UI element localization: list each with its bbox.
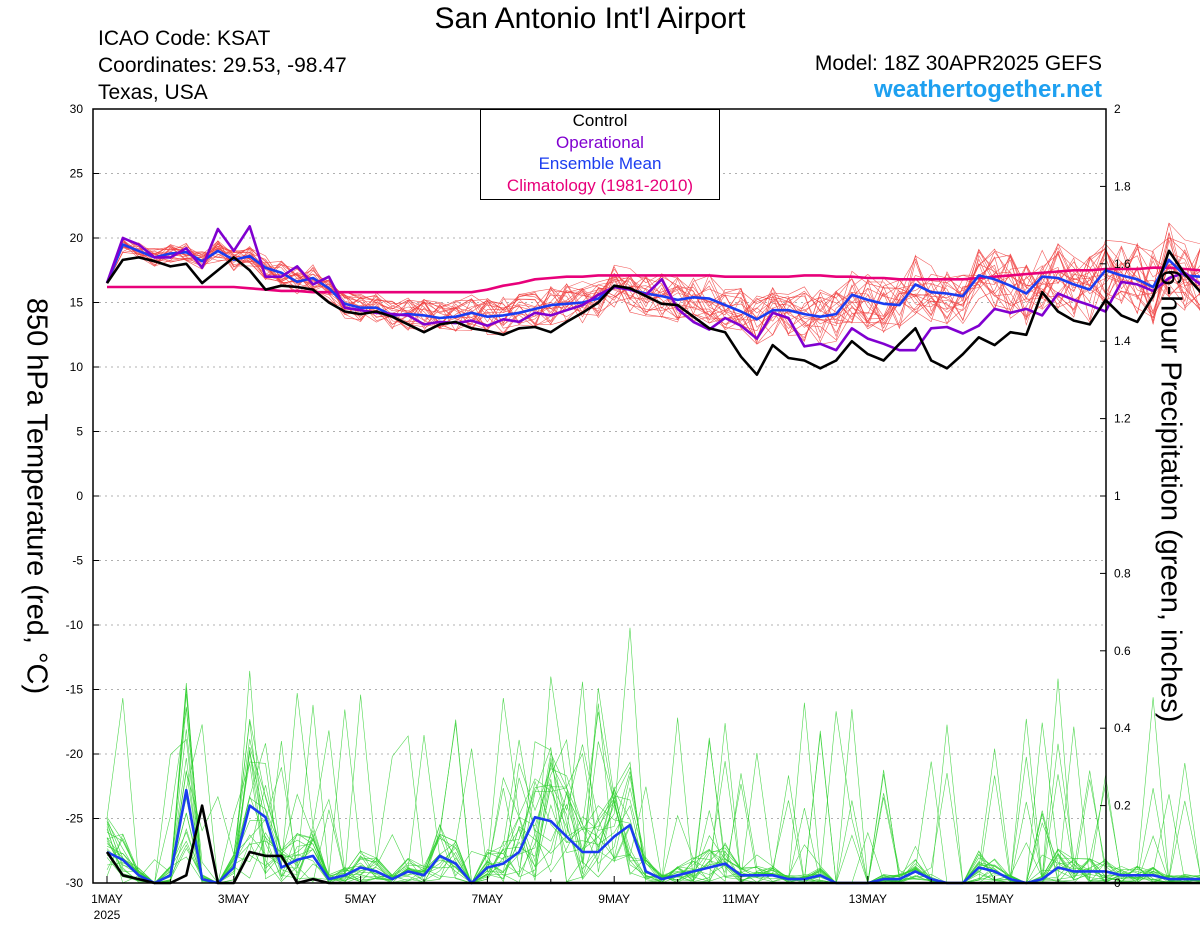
precipitation-member-line <box>106 697 1200 884</box>
y-right-tick-label: 0 <box>1114 876 1121 890</box>
y-left-tick-label: -5 <box>72 554 83 568</box>
y-right-tick-label: 2 <box>1114 102 1121 116</box>
y-right-tick-label: 1.8 <box>1114 179 1131 193</box>
y-left-tick-label: 30 <box>70 102 84 116</box>
y-right-tick-label: 1.4 <box>1114 334 1131 348</box>
coordinates: Coordinates: 29.53, -98.47 <box>98 54 347 77</box>
precipitation-member-line <box>106 729 1200 884</box>
precipitation-member-line <box>106 688 1200 884</box>
y-axis-left-label: 850 hPa Temperature (red, °C) <box>20 297 53 695</box>
legend: Control Operational Ensemble Mean Climat… <box>480 109 720 200</box>
y-left-tick-label: -15 <box>66 683 84 697</box>
temperature-member-line <box>106 222 1200 332</box>
chart-title: San Antonio Int'l Airport <box>434 2 746 35</box>
precipitation-member-line <box>106 706 1200 884</box>
y-left-tick-label: 25 <box>70 167 84 181</box>
y-left-tick-label: 15 <box>70 296 84 310</box>
y-left-tick-label: 10 <box>70 360 84 374</box>
ensemble-members <box>106 222 1200 884</box>
y-left-tick-label: -30 <box>66 876 84 890</box>
y-left-tick-label: 5 <box>76 425 83 439</box>
ensemble-mean-line <box>105 243 1200 321</box>
x-tick-label: 7MAY <box>472 892 504 906</box>
y-axis-right-label: 6-hour Precipitation (green, inches) <box>1154 269 1187 723</box>
operational-line <box>105 225 1200 352</box>
y-right-tick-label: 0.2 <box>1114 799 1131 813</box>
y-right-tick-label: 1 <box>1114 489 1121 503</box>
site-link[interactable]: weathertogether.net <box>873 76 1102 103</box>
x-tick-label: 1MAY <box>91 892 123 906</box>
region: Texas, USA <box>98 81 208 104</box>
legend-ensemble-mean: Ensemble Mean <box>538 154 662 173</box>
x-year-label: 2025 <box>94 908 121 922</box>
temperature-member-line <box>106 239 1200 345</box>
y-left-tick-label: -10 <box>66 618 84 632</box>
model-run: Model: 18Z 30APR2025 GEFS <box>814 52 1102 75</box>
x-tick-label: 3MAY <box>218 892 250 906</box>
legend-climatology: Climatology (1981-2010) <box>506 175 694 195</box>
y-right-tick-label: 1.2 <box>1114 412 1131 426</box>
x-tick-label: 5MAY <box>345 892 377 906</box>
temperature-member-line <box>106 223 1200 340</box>
y-left-tick-label: -20 <box>66 747 84 761</box>
x-tick-label: 9MAY <box>598 892 630 906</box>
y-left-tick-label: 20 <box>70 231 84 245</box>
control-line <box>105 249 1200 377</box>
y-right-tick-label: 0.8 <box>1114 566 1131 580</box>
x-tick-label: 11MAY <box>722 892 760 906</box>
precipitation-member-line <box>106 722 1200 884</box>
climatology-line <box>107 266 1200 294</box>
y-left-tick-label: 0 <box>76 489 83 503</box>
axes: 302520151050-5-10-15-20-25-3021.81.61.41… <box>66 102 1131 922</box>
grid-lines <box>93 108 1106 884</box>
ensemble-mean-precip-line <box>106 788 1200 885</box>
y-right-tick-label: 1.6 <box>1114 257 1131 271</box>
precipitation-member-line <box>106 711 1200 884</box>
icao-code: ICAO Code: KSAT <box>98 27 271 50</box>
y-left-tick-label: -25 <box>66 812 84 826</box>
y-right-tick-label: 0.6 <box>1114 644 1131 658</box>
x-tick-label: 13MAY <box>849 892 887 906</box>
legend-operational: Operational <box>556 132 644 152</box>
precipitation-member-line <box>106 676 1200 884</box>
x-tick-label: 15MAY <box>975 892 1013 906</box>
y-right-tick-label: 0.4 <box>1114 721 1131 735</box>
legend-control: Control <box>572 111 628 130</box>
